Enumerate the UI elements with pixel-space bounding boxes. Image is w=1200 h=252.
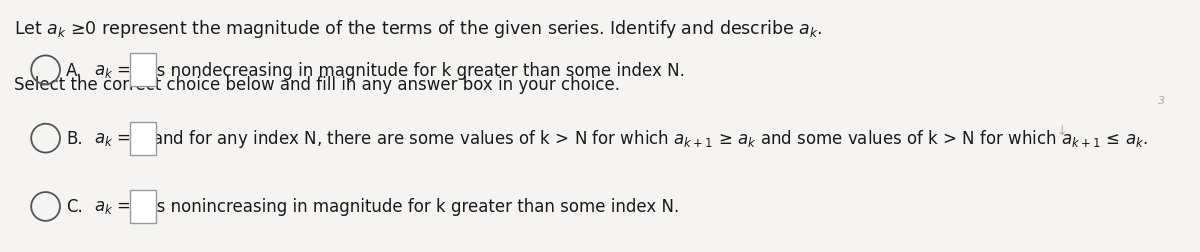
Text: $a_k$ =: $a_k$ = xyxy=(94,61,131,80)
Text: $a_k$ =: $a_k$ = xyxy=(94,198,131,216)
Text: B.: B. xyxy=(66,130,83,148)
FancyBboxPatch shape xyxy=(130,54,156,87)
Text: C.: C. xyxy=(66,198,83,216)
Text: $a_k$ =: $a_k$ = xyxy=(94,130,131,148)
Text: is nondecreasing in magnitude for k greater than some index N.: is nondecreasing in magnitude for k grea… xyxy=(152,61,685,80)
FancyBboxPatch shape xyxy=(130,122,156,155)
Text: 3: 3 xyxy=(1158,96,1165,106)
Text: is nonincreasing in magnitude for k greater than some index N.: is nonincreasing in magnitude for k grea… xyxy=(152,198,679,216)
Text: Select the correct choice below and fill in any answer box in your choice.: Select the correct choice below and fill… xyxy=(14,76,620,93)
FancyBboxPatch shape xyxy=(130,190,156,223)
Text: ↓: ↓ xyxy=(1056,124,1067,138)
Text: A.: A. xyxy=(66,61,83,80)
Text: Let $a_k$ ≥0 represent the magnitude of the terms of the given series. Identify : Let $a_k$ ≥0 represent the magnitude of … xyxy=(14,18,823,40)
Text: and for any index N, there are some values of k > N for which $a_{k+1}$ ≥ $a_k$ : and for any index N, there are some valu… xyxy=(152,128,1148,149)
